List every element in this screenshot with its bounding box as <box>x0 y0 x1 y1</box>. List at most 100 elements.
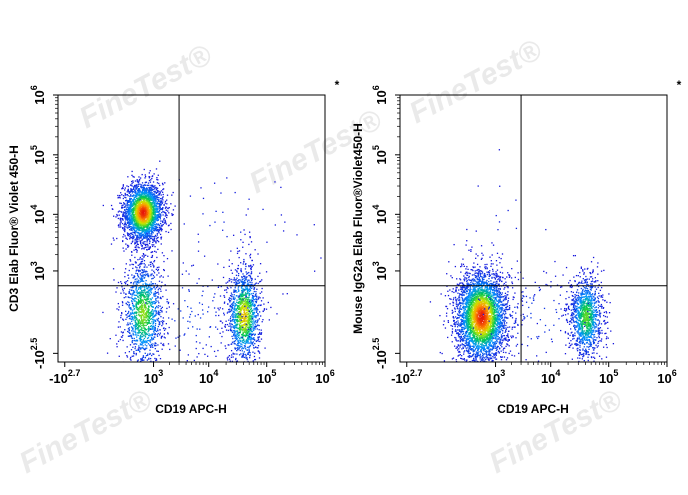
event-dot <box>141 190 144 192</box>
event-dot <box>238 304 240 307</box>
event-dot <box>122 331 125 333</box>
event-dot <box>143 260 146 262</box>
event-dot <box>152 215 154 217</box>
event-dot <box>147 238 150 240</box>
event-dot <box>122 236 124 238</box>
event-dot <box>121 301 124 303</box>
event-dot <box>118 355 120 357</box>
event-dot <box>146 239 148 241</box>
event-dot <box>140 279 142 282</box>
event-dot <box>117 281 120 284</box>
event-dot <box>237 363 238 364</box>
event-dot <box>146 236 149 238</box>
event-dot <box>254 278 256 280</box>
event-dot <box>137 364 138 365</box>
event-dot <box>246 332 248 334</box>
event-dot <box>143 199 145 201</box>
event-dot <box>140 235 143 237</box>
event-dot <box>250 343 252 345</box>
event-dot <box>155 204 158 207</box>
event-dot <box>160 225 162 227</box>
event-dot <box>141 239 143 242</box>
event-dot <box>259 272 261 274</box>
event-dot <box>247 283 249 285</box>
event-dot <box>230 287 232 289</box>
event-dot <box>245 322 247 325</box>
event-dot <box>154 246 156 248</box>
event-dot <box>231 303 234 305</box>
event-dot <box>138 189 140 192</box>
event-dot <box>155 227 157 230</box>
event-dot <box>151 303 153 306</box>
event-dot <box>246 358 248 361</box>
event-dot <box>132 327 134 329</box>
event-dot <box>113 279 115 281</box>
event-dot <box>143 289 146 291</box>
event-dot <box>154 204 156 206</box>
event-dot <box>160 320 162 323</box>
event-dot <box>135 234 137 236</box>
event-dot <box>167 207 169 209</box>
event-dot <box>134 320 136 322</box>
event-dot <box>130 326 133 328</box>
event-dot <box>135 305 138 308</box>
watermark-text: FineTest® <box>14 383 158 480</box>
event-dot <box>110 204 113 207</box>
event-dot <box>150 256 153 259</box>
event-dot <box>135 272 137 274</box>
event-dot <box>144 228 146 231</box>
event-dot <box>243 327 246 330</box>
event-dot <box>152 223 154 225</box>
event-dot <box>147 255 149 257</box>
event-dot <box>230 356 233 358</box>
event-dot <box>242 337 244 339</box>
event-dot <box>129 200 131 202</box>
event-dot <box>147 216 149 218</box>
event-dot <box>140 358 142 360</box>
event-dot <box>152 235 154 238</box>
event-dot <box>126 206 128 208</box>
event-dot <box>136 210 139 212</box>
event-dot <box>145 313 148 315</box>
event-dot <box>130 318 132 320</box>
event-dot <box>239 279 241 281</box>
event-dot <box>146 193 148 195</box>
event-dot <box>234 326 236 328</box>
event-dot <box>132 267 134 270</box>
event-dot <box>132 306 135 308</box>
event-dot <box>234 279 236 281</box>
event-dot <box>147 310 150 312</box>
event-dot <box>131 220 133 222</box>
event-dot <box>160 286 162 288</box>
event-dot <box>133 223 136 225</box>
event-dot <box>246 299 248 301</box>
event-dot <box>236 282 238 284</box>
event-dot <box>125 217 128 219</box>
event-dot <box>238 328 241 331</box>
event-dot <box>252 309 254 311</box>
event-dot <box>144 287 146 289</box>
event-dot <box>145 237 147 239</box>
event-dot <box>254 342 256 345</box>
event-dot <box>139 293 142 295</box>
event-dot <box>245 271 247 273</box>
event-dot <box>235 314 237 316</box>
event-dot <box>256 321 259 323</box>
event-dot <box>142 356 144 358</box>
event-dot <box>119 197 121 199</box>
event-dot <box>134 200 136 202</box>
event-dot <box>150 191 152 194</box>
event-dot <box>143 230 146 232</box>
event-dot <box>258 296 260 298</box>
event-dot <box>153 199 156 201</box>
event-dot <box>127 315 129 317</box>
event-dot <box>134 334 136 336</box>
event-dot <box>126 222 129 225</box>
event-dot <box>142 210 145 213</box>
event-dot <box>135 317 138 319</box>
event-dot <box>142 339 144 341</box>
event-dot <box>147 298 150 300</box>
event-dot <box>141 213 143 216</box>
event-dot <box>163 327 165 329</box>
event-dot <box>154 224 157 226</box>
